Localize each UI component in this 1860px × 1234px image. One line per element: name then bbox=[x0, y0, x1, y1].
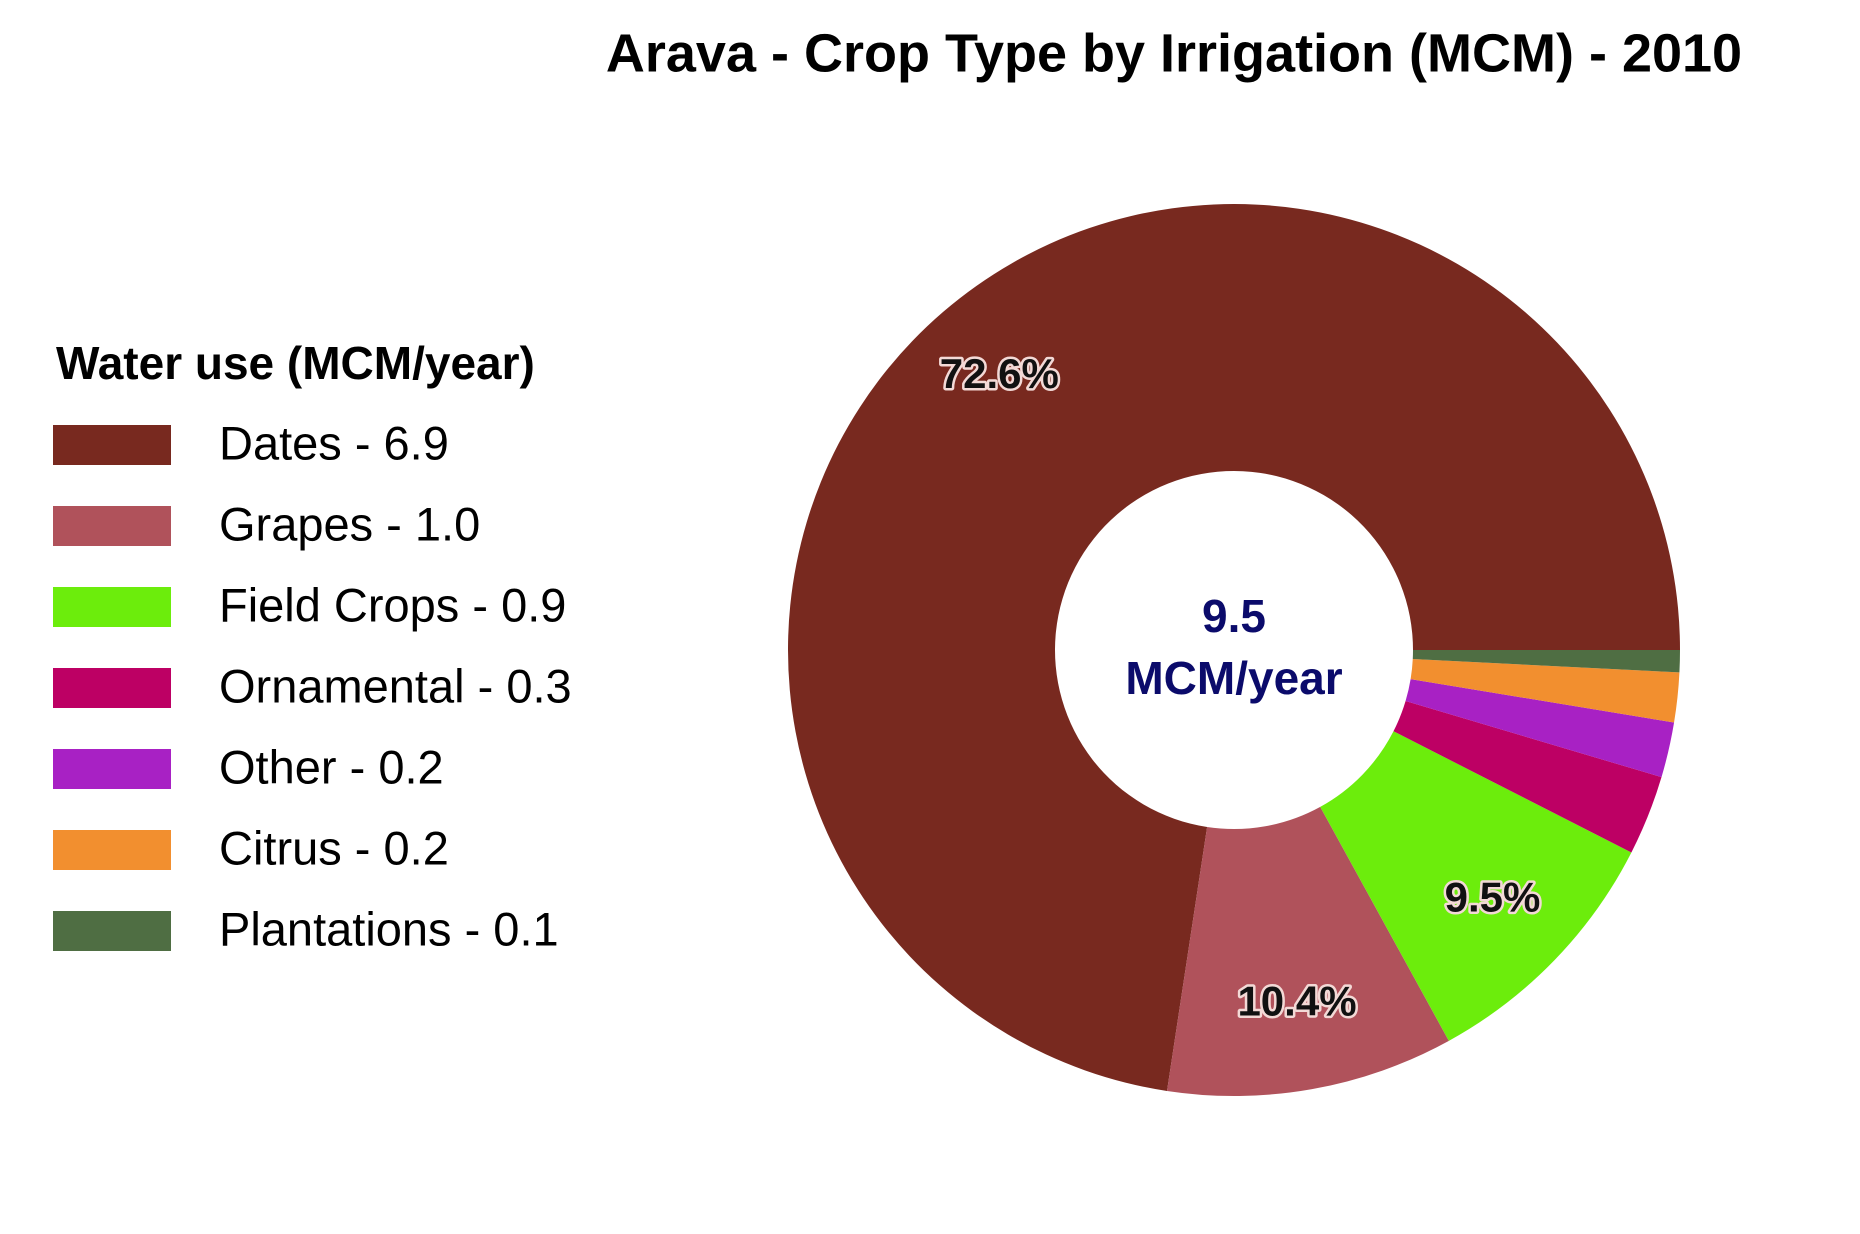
legend-swatch bbox=[53, 506, 171, 546]
donut-slice bbox=[788, 204, 1680, 1091]
legend-label: Dates - 6.9 bbox=[219, 416, 449, 469]
data-label: 9.5% bbox=[1445, 874, 1541, 921]
donut-slice bbox=[1393, 701, 1662, 853]
legend-label: Field Crops - 0.9 bbox=[219, 578, 566, 631]
legend-label: Grapes - 1.0 bbox=[219, 497, 480, 550]
donut-slice bbox=[1320, 731, 1632, 1041]
legend-title: Water use (MCM/year) bbox=[56, 337, 535, 389]
donut-slice bbox=[1405, 679, 1675, 778]
data-label: 72.6% bbox=[940, 350, 1059, 397]
legend-swatch bbox=[53, 668, 171, 708]
legend-swatch bbox=[53, 749, 171, 789]
legend-swatch bbox=[53, 425, 171, 465]
legend-swatch bbox=[53, 830, 171, 870]
legend-label: Citrus - 0.2 bbox=[219, 821, 449, 874]
center-label: MCM/year bbox=[1125, 652, 1342, 704]
donut-slice bbox=[1412, 650, 1680, 673]
donut-slice bbox=[1410, 658, 1680, 723]
legend-swatch bbox=[53, 587, 171, 627]
legend-label: Plantations - 0.1 bbox=[219, 902, 559, 955]
chart-title: Arava - Crop Type by Irrigation (MCM) - … bbox=[606, 23, 1742, 83]
center-label: 9.5 bbox=[1202, 590, 1266, 642]
legend-label: Other - 0.2 bbox=[219, 740, 444, 793]
legend-label: Ornamental - 0.3 bbox=[219, 659, 572, 712]
donut-slice bbox=[1166, 806, 1449, 1096]
data-label: 10.4% bbox=[1237, 978, 1356, 1025]
legend-swatch bbox=[53, 911, 171, 951]
